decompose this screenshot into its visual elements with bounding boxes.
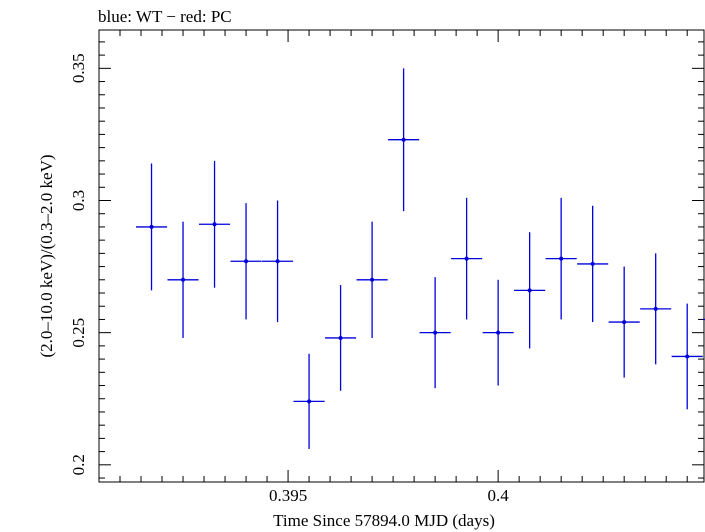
point-marker <box>370 277 375 282</box>
point-marker <box>464 256 469 261</box>
data-point <box>356 221 388 338</box>
data-point <box>545 197 577 320</box>
x-axis: 0.395 0.4 <box>98 30 688 505</box>
y-axis-label: (2.0–10.0 keV)/(0.3–2.0 keV) <box>37 154 56 357</box>
x-tick-label: 0.395 <box>269 486 307 505</box>
data-point <box>388 68 420 212</box>
point-marker <box>338 335 343 340</box>
point-marker <box>149 224 154 229</box>
point-marker <box>653 306 658 311</box>
data-point <box>608 266 640 378</box>
data-point <box>293 353 325 449</box>
data-point <box>230 203 262 320</box>
point-marker <box>244 259 249 264</box>
data-point <box>671 303 703 410</box>
y-tick-label: 0.3 <box>69 190 88 211</box>
point-marker <box>685 354 690 359</box>
data-point <box>325 285 357 391</box>
data-point <box>577 205 609 323</box>
point-marker <box>307 399 312 404</box>
chart-title: blue: WT − red: PC <box>98 7 232 26</box>
point-marker <box>622 320 627 325</box>
y-tick-label: 0.35 <box>69 53 88 83</box>
x-tick-label: 0.4 <box>488 486 510 505</box>
data-points <box>135 68 705 449</box>
data-point <box>167 221 199 338</box>
y-tick-label: 0.2 <box>69 454 88 475</box>
plot-frame <box>98 29 705 483</box>
data-point <box>451 197 483 320</box>
data-point <box>262 200 294 323</box>
point-marker <box>401 137 406 142</box>
data-point <box>514 232 546 349</box>
data-point <box>482 279 514 386</box>
point-marker <box>496 330 501 335</box>
data-point <box>419 277 451 389</box>
point-marker <box>275 259 280 264</box>
point-marker <box>181 277 186 282</box>
y-tick-label: 0.25 <box>69 318 88 348</box>
data-point <box>198 160 231 288</box>
y-axis: 0.2 0.25 0.3 0.35 <box>69 41 704 479</box>
point-marker <box>559 256 564 261</box>
point-marker <box>527 288 532 293</box>
point-marker <box>433 330 438 335</box>
point-marker <box>590 261 595 266</box>
point-marker <box>212 222 217 227</box>
data-point <box>135 163 168 291</box>
x-axis-label: Time Since 57894.0 MJD (days) <box>273 511 495 530</box>
data-point <box>640 253 672 365</box>
